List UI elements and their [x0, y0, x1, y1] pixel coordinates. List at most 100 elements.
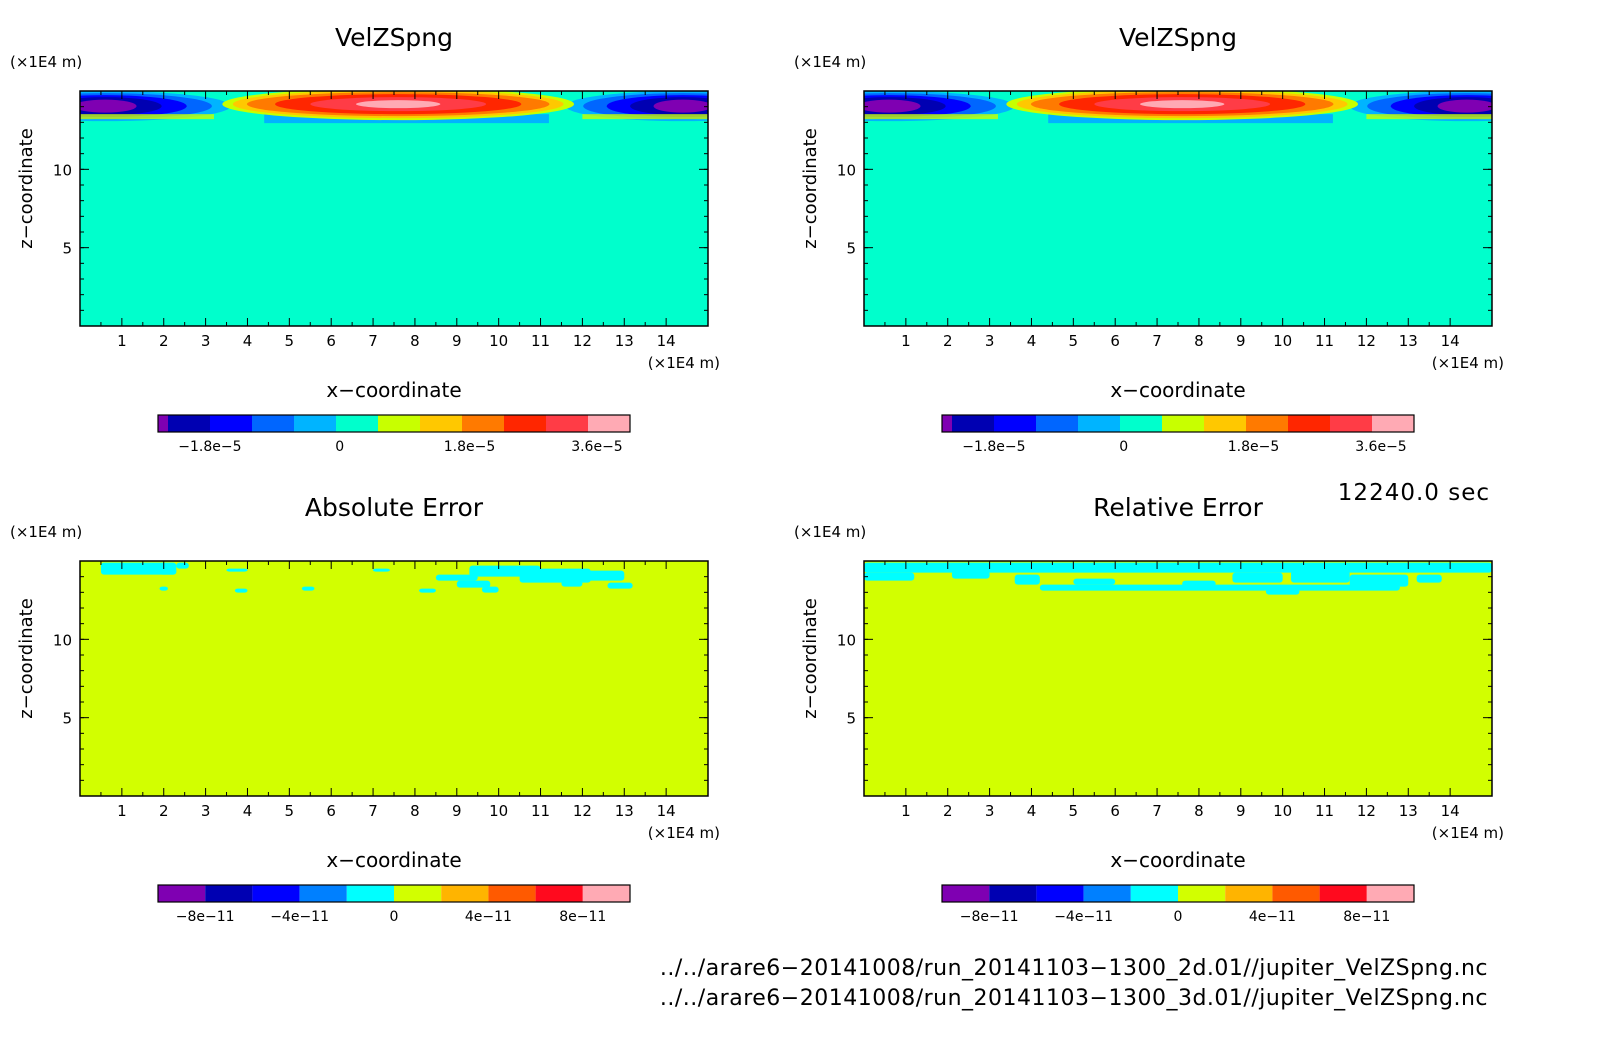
field-background — [80, 91, 708, 326]
x-tick-label: 4 — [1027, 802, 1037, 820]
colorbar-swatch — [546, 415, 588, 432]
negative-lobe-contour — [653, 99, 708, 113]
x-tick-label: 11 — [1315, 332, 1334, 350]
x-unit-label: (×1E4 m) — [1432, 824, 1504, 842]
x-axis-label: x−coordinate — [1110, 848, 1245, 872]
colorbar-swatch — [1330, 415, 1372, 432]
colorbar-swatch — [336, 415, 378, 432]
error-patch — [1014, 574, 1040, 585]
error-patch — [481, 586, 499, 593]
y-tick-label: 5 — [62, 710, 72, 728]
y-unit-label: (×1E4 m) — [10, 523, 82, 541]
x-tick-label: 11 — [531, 802, 550, 820]
colorbar-swatch — [1036, 885, 1084, 902]
colorbar-swatch — [1178, 885, 1226, 902]
y-tick-label: 5 — [846, 710, 856, 728]
error-patch — [159, 568, 177, 575]
error-patch — [1039, 584, 1400, 591]
panel-title: VelZSpng — [1119, 23, 1237, 52]
colorbar-tick-label: −8e−11 — [960, 909, 1019, 925]
x-unit-label: (×1E4 m) — [1432, 354, 1504, 372]
x-axis-label: x−coordinate — [326, 848, 461, 872]
contour-band — [864, 114, 998, 120]
x-tick-label: 8 — [1194, 332, 1204, 350]
y-tick-label: 5 — [62, 240, 72, 258]
colorbar-frame — [157, 414, 631, 433]
x-tick-label: 10 — [1273, 332, 1292, 350]
colorbar-swatch — [1120, 415, 1162, 432]
x-tick-label: 1 — [117, 802, 127, 820]
x-tick-label: 7 — [368, 332, 378, 350]
x-tick-label: 2 — [159, 332, 169, 350]
colorbar-frame — [941, 884, 1415, 903]
negative-lobe-contour — [80, 99, 137, 113]
error-patch — [373, 568, 390, 572]
colorbar-swatch — [299, 885, 347, 902]
error-patch — [1182, 580, 1216, 587]
x-tick-label: 13 — [1399, 802, 1418, 820]
error-patch — [1232, 572, 1283, 583]
colorbar-swatch — [1083, 885, 1131, 902]
x-tick-label: 12 — [1357, 802, 1376, 820]
colorbar-swatch — [952, 415, 994, 432]
x-tick-label: 3 — [985, 332, 995, 350]
y-tick-label: 10 — [53, 161, 72, 179]
error-patch — [1265, 588, 1300, 595]
x-tick-label: 14 — [1441, 802, 1460, 820]
colorbar-tick-label: −1.8e−5 — [178, 439, 241, 455]
x-tick-label: 10 — [489, 332, 508, 350]
colorbar-tick-label: 4e−11 — [1249, 909, 1296, 925]
x-tick-label: 1 — [901, 332, 911, 350]
error-patch — [951, 570, 990, 579]
x-tick-label: 12 — [573, 332, 592, 350]
colorbar-swatch — [252, 415, 294, 432]
x-tick-label: 9 — [1236, 332, 1246, 350]
colorbar-swatch — [394, 885, 442, 902]
colorbar-swatch — [582, 885, 630, 902]
x-tick-label: 13 — [615, 332, 634, 350]
x-tick-label: 11 — [1315, 802, 1334, 820]
plot-area — [864, 91, 1492, 326]
colorbar-swatch — [158, 885, 206, 902]
x-tick-label: 12 — [573, 802, 592, 820]
colorbar-swatch — [942, 415, 952, 432]
colorbar-swatch — [1288, 415, 1330, 432]
colorbar-tick-label: −1.8e−5 — [962, 439, 1025, 455]
x-tick-label: 10 — [1273, 802, 1292, 820]
x-axis-label: x−coordinate — [1110, 378, 1245, 402]
colorbar-swatch — [1246, 415, 1288, 432]
colorbar-swatch — [942, 885, 990, 902]
x-tick-label: 6 — [1110, 802, 1120, 820]
colorbar-tick-label: 0 — [1119, 439, 1128, 455]
colorbar-swatch — [252, 885, 300, 902]
error-patch — [226, 568, 248, 572]
colorbar-tick-label: 0 — [390, 909, 399, 925]
error-patch — [419, 588, 436, 593]
x-tick-label: 8 — [410, 332, 420, 350]
colorbar-tick-label: 0 — [1174, 909, 1183, 925]
x-tick-label: 10 — [489, 802, 508, 820]
positive-lobe-contour — [1139, 100, 1225, 109]
x-tick-label: 5 — [285, 332, 295, 350]
x-tick-label: 14 — [1441, 332, 1460, 350]
x-tick-label: 13 — [1399, 332, 1418, 350]
y-axis-label: z−coordinate — [16, 128, 37, 249]
error-patch — [1291, 570, 1350, 583]
colorbar-frame — [157, 884, 631, 903]
colorbar-swatch — [441, 885, 489, 902]
y-axis-label: z−coordinate — [16, 598, 37, 719]
x-unit-label: (×1E4 m) — [648, 354, 720, 372]
colorbar-swatch — [1204, 415, 1246, 432]
error-patch — [159, 586, 168, 591]
x-tick-label: 9 — [452, 332, 462, 350]
panel-title: Absolute Error — [305, 493, 484, 522]
error-patch — [582, 570, 625, 581]
colorbar-swatch — [462, 415, 504, 432]
x-tick-label: 3 — [201, 332, 211, 350]
x-tick-label: 8 — [1194, 802, 1204, 820]
colorbar-swatch — [346, 885, 394, 902]
colorbar-swatch — [488, 885, 536, 902]
